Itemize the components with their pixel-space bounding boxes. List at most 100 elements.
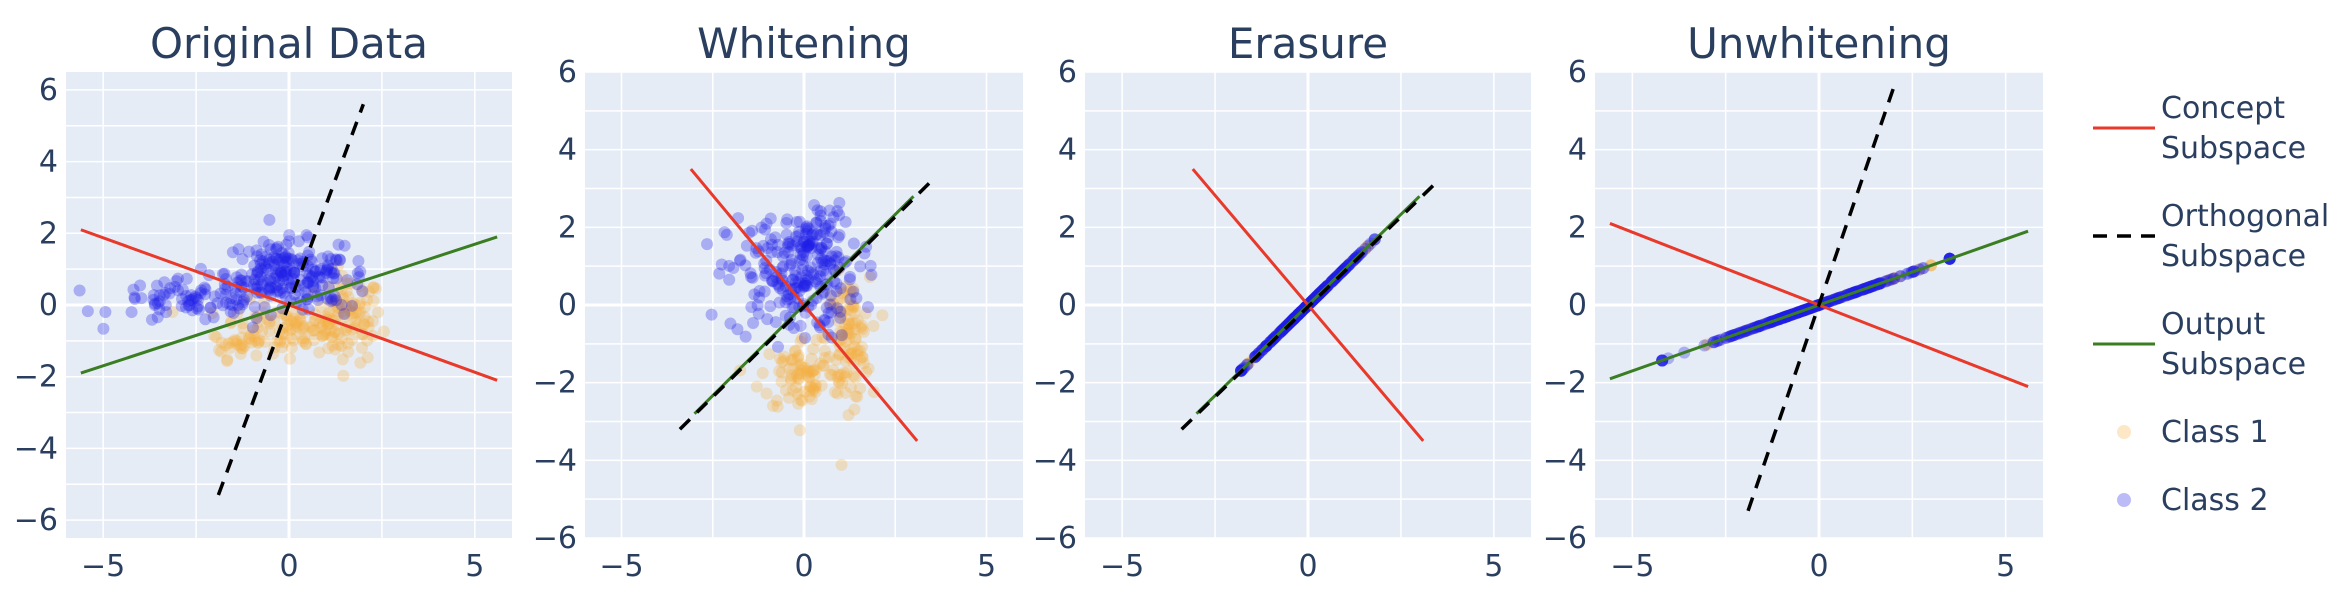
class-1-point: [831, 387, 844, 400]
class-2-point: [258, 258, 271, 271]
legend-label: Subspace: [2161, 239, 2306, 274]
class-2-point: [757, 239, 770, 252]
class-1-point: [285, 341, 298, 354]
class-2-point: [248, 300, 261, 313]
x-tick-label: 0: [794, 549, 813, 584]
class-1-point: [258, 296, 271, 309]
class-2-point: [802, 239, 815, 252]
class-2-point: [211, 297, 224, 310]
class-2-point: [809, 275, 822, 288]
class-1-point: [849, 332, 862, 345]
class-2-point: [254, 262, 267, 275]
class-2-point: [806, 235, 819, 248]
class-2-point: [790, 230, 803, 243]
class-1-point: [282, 318, 295, 331]
class-1-point: [827, 298, 840, 311]
y-tick-label: 4: [1058, 133, 1077, 168]
class-1-point: [848, 403, 861, 416]
class-1-point: [789, 381, 802, 394]
class-2-point: [830, 245, 843, 258]
class-2-point: [320, 263, 333, 276]
class-2-point: [274, 264, 287, 277]
class-2-point: [273, 253, 286, 266]
class-2-point: [247, 278, 260, 291]
legend-item-class1: Class 1: [2117, 415, 2269, 450]
class-2-point: [275, 246, 288, 259]
class-2-point: [250, 250, 263, 263]
class-1-point: [796, 394, 809, 407]
class-1-point: [346, 297, 359, 310]
class-1-point: [335, 306, 348, 319]
class-1-point: [840, 366, 853, 379]
class-1-point: [808, 379, 821, 392]
class-1-point: [787, 353, 800, 366]
class-1-point: [336, 353, 349, 366]
class-1-point: [237, 322, 250, 335]
class-1-point: [354, 297, 367, 310]
y-tick-label: 0: [39, 288, 58, 323]
class-1-point: [316, 318, 329, 331]
class-2-point: [314, 271, 327, 284]
class-1-point: [792, 397, 805, 410]
class-1-point: [851, 344, 864, 357]
class-1-point: [355, 341, 368, 354]
class-1-point: [213, 344, 226, 357]
class-1-point: [215, 345, 228, 358]
class-2-point: [159, 299, 172, 312]
class-2-point: [819, 245, 832, 258]
class-2-point: [797, 235, 810, 248]
x-tick-label: 0: [279, 549, 298, 584]
class-1-point: [263, 317, 276, 330]
class-2-point: [747, 317, 760, 330]
class-1-point: [838, 366, 851, 379]
class-2-point: [268, 251, 281, 264]
class-2-point: [752, 307, 765, 320]
class-2-point: [158, 276, 171, 289]
class-1-point: [252, 315, 265, 328]
class-2-point: [182, 295, 195, 308]
class-1-point: [330, 293, 343, 306]
class-2-point: [270, 243, 283, 256]
class-2-point: [230, 293, 243, 306]
class-1-point: [835, 368, 848, 381]
y-tick-label: −6: [1543, 521, 1587, 556]
class-2-point: [187, 292, 200, 305]
class-1-point: [841, 291, 854, 304]
class-2-point: [216, 268, 229, 281]
class-1-point: [834, 329, 847, 342]
x-tick-label: 5: [1484, 549, 1503, 584]
class-2-point: [705, 308, 718, 321]
class-1-point: [261, 313, 274, 326]
class-2-point: [256, 255, 269, 268]
class-1-point: [362, 315, 375, 328]
class-1-point: [275, 341, 288, 354]
class-1-point: [296, 335, 309, 348]
class-2-point: [328, 290, 341, 303]
class-1-point: [842, 317, 855, 330]
x-tick-label: −5: [81, 549, 125, 584]
class-2-point: [283, 229, 296, 242]
class-1-point: [377, 325, 390, 338]
class-2-point: [815, 241, 828, 254]
class-1-point: [792, 351, 805, 364]
class-2-point: [281, 262, 294, 275]
class-2-point: [198, 288, 211, 301]
class-2-point: [309, 265, 322, 278]
class-2-point: [800, 220, 813, 233]
class-2-point: [279, 265, 292, 278]
class-2-point: [280, 266, 293, 279]
class-2-point: [230, 271, 243, 284]
class-2-point: [798, 331, 811, 344]
class-2-point: [297, 279, 310, 292]
class-1-point: [342, 337, 355, 350]
class-1-point: [862, 362, 875, 375]
class-1-point: [853, 344, 866, 357]
class-2-point: [199, 283, 212, 296]
y-tick-label: 0: [1568, 288, 1587, 323]
class-2-point: [125, 306, 138, 319]
class-1-point: [329, 296, 342, 309]
y-tick-label: 0: [558, 288, 577, 323]
class-1-point: [315, 321, 328, 334]
class-2-point: [795, 271, 808, 284]
class-2-point: [833, 228, 846, 241]
